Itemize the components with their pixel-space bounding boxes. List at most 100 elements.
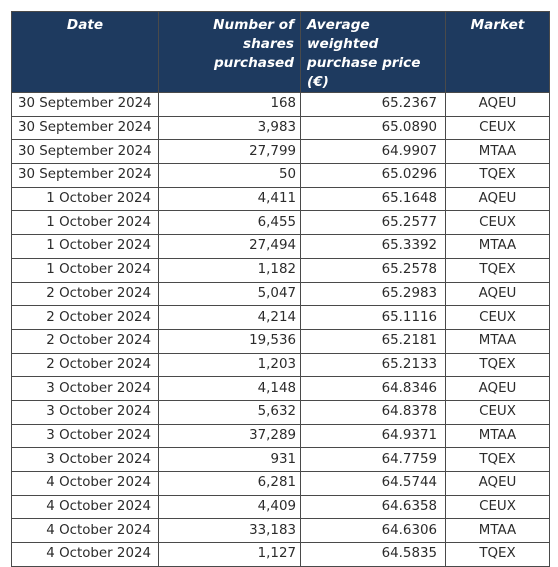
shares-cell: 33,183 xyxy=(158,518,301,544)
header-market: Market xyxy=(445,11,550,93)
header-date-label: Date xyxy=(66,17,104,33)
market-cell: CEUX xyxy=(445,494,550,520)
shares-cell: 3,983 xyxy=(158,115,301,141)
price-cell: 64.9907 xyxy=(300,139,446,165)
header-row: Date Number of shares purchased Average … xyxy=(11,11,550,93)
price-cell: 64.7759 xyxy=(300,447,446,472)
date-cell: 2 October 2024 xyxy=(11,305,159,330)
table-row: 4 October 2024 1,127 64.5835 TQEX xyxy=(11,542,550,567)
market-cell: CEUX xyxy=(445,399,550,425)
header-date: Date xyxy=(11,11,159,93)
price-cell: 65.2983 xyxy=(300,281,446,307)
header-shares: Number of shares purchased xyxy=(158,11,301,93)
date-cell: 3 October 2024 xyxy=(11,447,159,472)
market-cell: TQEX xyxy=(445,163,550,188)
price-cell: 65.1116 xyxy=(300,305,446,330)
market-cell: TQEX xyxy=(445,352,550,378)
price-cell: 64.9371 xyxy=(300,423,446,449)
date-cell: 4 October 2024 xyxy=(11,494,159,520)
market-cell: MTAA xyxy=(445,139,550,165)
market-cell: CEUX xyxy=(445,305,550,330)
market-cell: AQEU xyxy=(445,471,550,496)
shares-cell: 19,536 xyxy=(158,328,301,354)
header-price-line-2: purchase price (€) xyxy=(307,55,421,90)
date-cell: 2 October 2024 xyxy=(11,328,159,354)
market-cell: AQEU xyxy=(445,186,550,212)
table-row: 30 September 2024 27,799 64.9907 MTAA xyxy=(11,139,550,165)
shares-cell: 1,127 xyxy=(158,542,301,567)
table-body: 30 September 2024 168 65.2367 AQEU 30 Septem… xyxy=(11,92,550,567)
date-cell: 1 October 2024 xyxy=(11,234,159,259)
shares-cell: 4,411 xyxy=(158,186,301,212)
shares-cell: 27,799 xyxy=(158,139,301,165)
table-row: 3 October 2024 4,148 64.8346 AQEU xyxy=(11,376,550,401)
market-cell: MTAA xyxy=(445,518,550,544)
market-cell: TQEX xyxy=(445,257,550,283)
shares-cell: 27,494 xyxy=(158,234,301,259)
table-row: 4 October 2024 33,183 64.6306 MTAA xyxy=(11,518,550,544)
table-row: 30 September 2024 50 65.0296 TQEX xyxy=(11,163,550,188)
market-cell: CEUX xyxy=(445,115,550,141)
date-cell: 3 October 2024 xyxy=(11,423,159,449)
header-shares-line-2: purchased xyxy=(213,55,294,71)
shares-cell: 1,182 xyxy=(158,257,301,283)
date-cell: 4 October 2024 xyxy=(11,518,159,544)
header-market-label: Market xyxy=(470,17,525,33)
shares-cell: 5,047 xyxy=(158,281,301,307)
table-row: 4 October 2024 4,409 64.6358 CEUX xyxy=(11,494,550,520)
shares-cell: 5,632 xyxy=(158,399,301,425)
table-row: 1 October 2024 6,455 65.2577 CEUX xyxy=(11,210,550,236)
price-cell: 65.1648 xyxy=(300,186,446,212)
price-cell: 64.5835 xyxy=(300,542,446,567)
date-cell: 30 September 2024 xyxy=(11,163,159,188)
date-cell: 1 October 2024 xyxy=(11,186,159,212)
date-cell: 1 October 2024 xyxy=(11,210,159,236)
price-cell: 64.6306 xyxy=(300,518,446,544)
table-row: 1 October 2024 27,494 65.3392 MTAA xyxy=(11,234,550,259)
market-cell: CEUX xyxy=(445,210,550,236)
shares-cell: 168 xyxy=(158,92,301,117)
date-cell: 4 October 2024 xyxy=(11,471,159,496)
shares-cell: 4,214 xyxy=(158,305,301,330)
share-purchases-table: Date Number of shares purchased Average … xyxy=(11,11,550,567)
market-cell: MTAA xyxy=(445,328,550,354)
price-cell: 65.3392 xyxy=(300,234,446,259)
price-cell: 64.8346 xyxy=(300,376,446,401)
table-row: 3 October 2024 37,289 64.9371 MTAA xyxy=(11,423,550,449)
price-cell: 64.8378 xyxy=(300,399,446,425)
table-row: 2 October 2024 5,047 65.2983 AQEU xyxy=(11,281,550,307)
shares-cell: 1,203 xyxy=(158,352,301,378)
header-price-line-1: Average weighted xyxy=(307,17,379,52)
price-cell: 65.0890 xyxy=(300,115,446,141)
date-cell: 2 October 2024 xyxy=(11,352,159,378)
date-cell: 3 October 2024 xyxy=(11,399,159,425)
table-row: 4 October 2024 6,281 64.5744 AQEU xyxy=(11,471,550,496)
price-cell: 64.6358 xyxy=(300,494,446,520)
date-cell: 1 October 2024 xyxy=(11,257,159,283)
market-cell: AQEU xyxy=(445,281,550,307)
price-cell: 65.2181 xyxy=(300,328,446,354)
market-cell: AQEU xyxy=(445,92,550,117)
table-row: 2 October 2024 1,203 65.2133 TQEX xyxy=(11,352,550,378)
table-header: Date Number of shares purchased Average … xyxy=(11,11,550,93)
price-cell: 65.2367 xyxy=(300,92,446,117)
market-cell: AQEU xyxy=(445,376,550,401)
header-price: Average weighted purchase price (€) xyxy=(300,11,446,93)
header-shares-line-1: Number of shares xyxy=(213,17,294,52)
table-row: 2 October 2024 19,536 65.2181 MTAA xyxy=(11,328,550,354)
table-row: 3 October 2024 931 64.7759 TQEX xyxy=(11,447,550,472)
date-cell: 4 October 2024 xyxy=(11,542,159,567)
date-cell: 30 September 2024 xyxy=(11,92,159,117)
market-cell: TQEX xyxy=(445,447,550,472)
table-row: 1 October 2024 4,411 65.1648 AQEU xyxy=(11,186,550,212)
date-cell: 30 September 2024 xyxy=(11,115,159,141)
shares-cell: 6,455 xyxy=(158,210,301,236)
date-cell: 3 October 2024 xyxy=(11,376,159,401)
shares-cell: 50 xyxy=(158,163,301,188)
shares-cell: 37,289 xyxy=(158,423,301,449)
price-cell: 65.2133 xyxy=(300,352,446,378)
date-cell: 2 October 2024 xyxy=(11,281,159,307)
market-cell: MTAA xyxy=(445,234,550,259)
price-cell: 64.5744 xyxy=(300,471,446,496)
market-cell: TQEX xyxy=(445,542,550,567)
